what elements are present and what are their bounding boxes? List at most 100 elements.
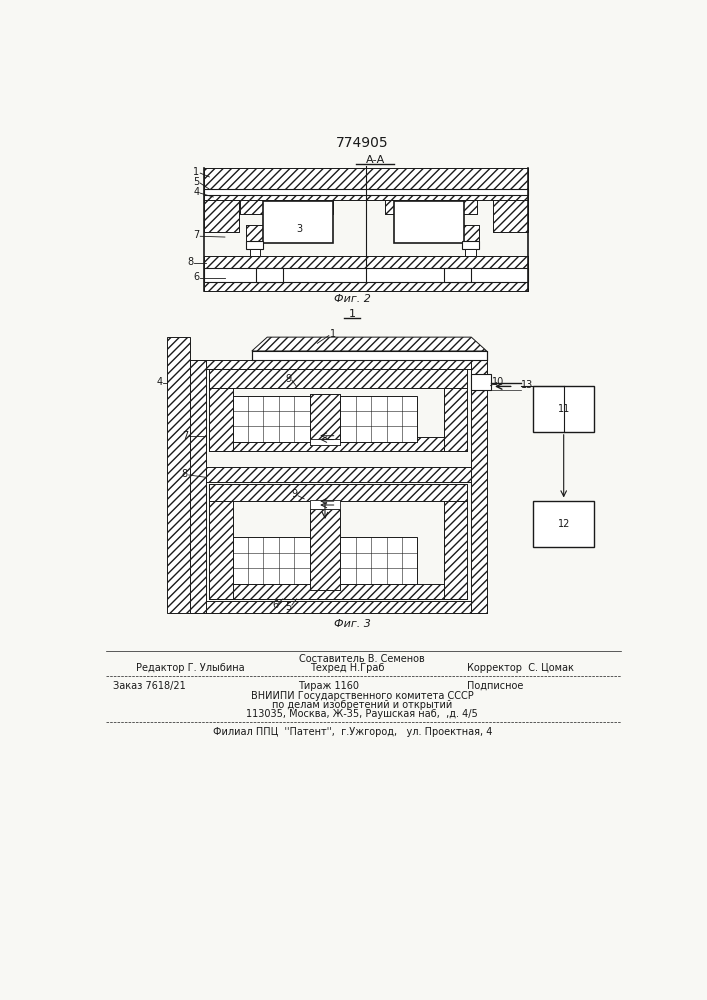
Bar xyxy=(247,241,264,249)
Text: Филиал ППЦ  ''Патент'',  г.Ужгород,   ул. Проектная, 4: Филиал ППЦ ''Патент'', г.Ужгород, ул. Пр… xyxy=(214,727,493,737)
Bar xyxy=(310,500,340,509)
Bar xyxy=(310,394,340,445)
Bar xyxy=(240,200,264,214)
Text: 6: 6 xyxy=(193,272,199,282)
Bar xyxy=(240,200,264,214)
Bar xyxy=(455,200,477,214)
Text: Тираж 1160: Тираж 1160 xyxy=(298,681,359,691)
Bar xyxy=(204,200,239,232)
Bar xyxy=(204,282,527,291)
Text: 4: 4 xyxy=(156,377,163,387)
Text: 3: 3 xyxy=(296,224,303,234)
Bar xyxy=(209,437,467,451)
Text: Редактор Г. Улыбина: Редактор Г. Улыбина xyxy=(136,663,245,673)
Bar xyxy=(209,369,467,388)
Bar xyxy=(204,189,527,195)
Text: 10: 10 xyxy=(492,377,504,387)
Bar xyxy=(233,537,310,584)
Bar xyxy=(190,601,486,613)
Text: Фиг. 2: Фиг. 2 xyxy=(334,294,370,304)
Bar xyxy=(256,268,283,282)
Polygon shape xyxy=(167,337,190,613)
Text: 7: 7 xyxy=(193,231,199,240)
Bar xyxy=(444,388,467,451)
Bar xyxy=(233,396,310,442)
Text: по делам изобретений и открытий: по делам изобретений и открытий xyxy=(271,700,452,710)
Bar xyxy=(256,276,283,282)
Text: 12: 12 xyxy=(558,519,570,529)
Text: Корректор  С. Цомак: Корректор С. Цомак xyxy=(467,663,574,673)
Bar xyxy=(310,200,333,214)
Text: Фиг. 3: Фиг. 3 xyxy=(334,619,370,629)
Text: Составитель В. Семенов: Составитель В. Семенов xyxy=(299,654,425,664)
Bar xyxy=(310,394,340,445)
Bar xyxy=(204,168,527,189)
Text: ВНИИПИ Государственного комитета СССР: ВНИИПИ Государственного комитета СССР xyxy=(250,691,473,701)
Bar xyxy=(385,200,408,214)
Text: 1: 1 xyxy=(193,167,199,177)
Bar xyxy=(204,168,527,189)
Bar xyxy=(310,509,340,590)
Bar xyxy=(472,383,491,389)
Bar xyxy=(209,484,467,501)
Text: Подписное: Подписное xyxy=(467,681,524,691)
Bar xyxy=(493,200,527,232)
Bar xyxy=(395,201,464,243)
Bar xyxy=(190,360,206,613)
Bar xyxy=(209,388,233,451)
Bar xyxy=(385,200,408,214)
Bar xyxy=(206,466,472,482)
Text: 11: 11 xyxy=(558,404,570,414)
Bar xyxy=(340,396,417,442)
Bar xyxy=(472,374,491,389)
Bar xyxy=(206,466,472,482)
Bar xyxy=(472,360,486,613)
Bar xyxy=(204,282,527,291)
Text: 6: 6 xyxy=(272,600,278,610)
Text: 7: 7 xyxy=(182,431,188,441)
Bar xyxy=(444,501,467,599)
Text: 1: 1 xyxy=(349,309,356,319)
Bar xyxy=(310,439,340,445)
Text: 4: 4 xyxy=(193,187,199,197)
Bar xyxy=(190,360,486,369)
Bar xyxy=(455,200,477,214)
Bar xyxy=(462,225,479,241)
Bar xyxy=(444,276,472,282)
Bar xyxy=(256,276,283,282)
Text: 5: 5 xyxy=(286,602,292,612)
Bar xyxy=(204,195,527,200)
Bar xyxy=(465,249,476,256)
Text: 13: 13 xyxy=(521,380,534,390)
Text: 8: 8 xyxy=(187,257,193,267)
Bar xyxy=(444,501,467,599)
Bar xyxy=(247,225,264,241)
Bar xyxy=(250,249,260,256)
Bar xyxy=(533,386,595,432)
Bar xyxy=(444,268,472,282)
Bar xyxy=(204,195,527,200)
Bar xyxy=(204,256,527,268)
Bar xyxy=(247,225,264,241)
Bar xyxy=(209,501,233,599)
Bar xyxy=(209,584,467,599)
Bar xyxy=(190,601,486,613)
Bar xyxy=(209,437,467,451)
Text: Заказ 7618/21: Заказ 7618/21 xyxy=(113,681,186,691)
Text: 1: 1 xyxy=(329,329,336,339)
Bar xyxy=(204,256,527,268)
Bar xyxy=(462,241,479,249)
Text: 774905: 774905 xyxy=(336,136,388,150)
Bar xyxy=(310,200,333,214)
Text: 9: 9 xyxy=(286,374,292,384)
Text: Техред Н.Граб: Техред Н.Граб xyxy=(310,663,384,673)
Bar xyxy=(209,388,233,451)
Bar xyxy=(444,276,472,282)
Bar xyxy=(190,360,206,613)
Bar xyxy=(204,268,527,282)
Text: 5: 5 xyxy=(193,177,199,187)
Bar xyxy=(472,383,491,389)
Bar xyxy=(204,200,239,232)
Bar xyxy=(472,360,486,613)
Polygon shape xyxy=(252,337,486,351)
